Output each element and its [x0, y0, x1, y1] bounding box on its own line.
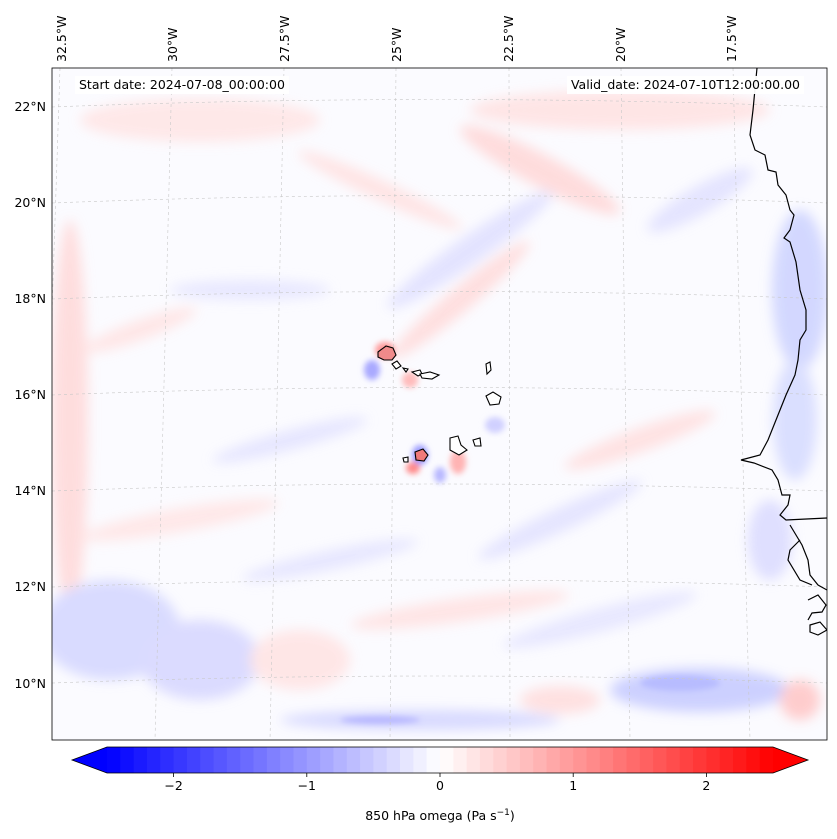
colorbar-cell — [266, 747, 281, 773]
colorbar-cell — [360, 747, 374, 773]
colorbar-cell — [493, 747, 508, 773]
colorbar-cell — [719, 747, 734, 773]
colorbar-cell — [733, 747, 747, 773]
colorbar-cell — [386, 747, 401, 773]
colorbar-cell — [626, 747, 641, 773]
colorbar-cell — [320, 747, 335, 773]
colorbar-cell — [746, 747, 761, 773]
lat-label-20n: 20°N — [14, 195, 46, 210]
valid-date-label: Valid_date: 2024-07-10T12:00:00.00 — [566, 76, 804, 94]
colorbar-cell — [706, 747, 721, 773]
latitude-labels: 22°N 20°N 18°N 16°N 14°N 12°N 10°N — [14, 99, 46, 691]
colorbar-cell — [759, 747, 774, 773]
colorbar-cell — [479, 747, 494, 773]
colorbar-cell — [453, 747, 468, 773]
colorbar-title-prefix: 850 hPa omega (Pa s — [365, 808, 497, 823]
colorbar-cell — [107, 747, 121, 773]
colorbar-title-suffix: ) — [509, 808, 515, 823]
colorbar-cell — [160, 747, 175, 773]
longitude-labels: 32.5°W 30°W 27.5°W 25°W 22.5°W 20°W 17.5… — [54, 16, 739, 62]
colorbar-tick-label: −1 — [298, 778, 316, 793]
lon-label-30w: 30°W — [165, 27, 180, 62]
colorbar-cell — [639, 747, 654, 773]
colorbar-tick-label: 0 — [436, 778, 444, 793]
colorbar-outline — [70, 746, 810, 774]
colorbar-title: 850 hPa omega (Pa s−1) — [0, 808, 837, 823]
colorbar-cell — [120, 747, 135, 773]
colorbar-cell — [253, 747, 268, 773]
colorbar-tick-label: −2 — [164, 778, 182, 793]
colorbar-cell — [413, 747, 428, 773]
colorbar: −2 −1 0 1 2 — [70, 746, 810, 793]
lat-label-12n: 12°N — [14, 579, 46, 594]
start-date-label: Start date: 2024-07-08_00:00:00 — [75, 76, 289, 94]
colorbar-cell — [200, 747, 215, 773]
colorbar-cell — [613, 747, 628, 773]
cape-verde-islands — [377, 345, 502, 463]
colorbar-cell — [213, 747, 228, 773]
colorbar-cell — [426, 747, 441, 773]
colorbar-cell — [559, 747, 574, 773]
colorbar-cell — [293, 747, 308, 773]
africa-coastline — [740, 68, 827, 636]
colorbar-title-exponent: −1 — [496, 808, 510, 818]
colorbar-extend-low — [72, 747, 107, 773]
lat-label-22n: 22°N — [14, 99, 46, 114]
colorbar-cell — [666, 747, 681, 773]
colorbar-cell — [586, 747, 601, 773]
colorbar-cell — [506, 747, 521, 773]
colorbar-ticks: −2 −1 0 1 2 — [164, 773, 710, 793]
lat-label-18n: 18°N — [14, 291, 46, 306]
colorbar-cell — [400, 747, 414, 773]
map-frame — [51, 67, 828, 741]
colorbar-cell — [226, 747, 241, 773]
colorbar-cells — [107, 747, 774, 773]
lat-label-10n: 10°N — [14, 676, 46, 691]
lon-label-20w: 20°W — [613, 27, 628, 62]
colorbar-cell — [373, 747, 388, 773]
colorbar-cell — [280, 747, 295, 773]
colorbar-cell — [333, 747, 348, 773]
colorbar-tick-label: 1 — [569, 778, 577, 793]
colorbar-cell — [146, 747, 161, 773]
lon-label-17-5w: 17.5°W — [724, 16, 739, 62]
colorbar-cell — [346, 747, 361, 773]
lon-label-32-5w: 32.5°W — [54, 16, 69, 62]
gridlines — [52, 68, 827, 740]
colorbar-extend-high — [773, 747, 808, 773]
lat-label-16n: 16°N — [14, 387, 46, 402]
colorbar-tick-label: 2 — [702, 778, 710, 793]
lon-label-25w: 25°W — [389, 27, 404, 62]
colorbar-cell — [240, 747, 255, 773]
colorbar-cell — [466, 747, 481, 773]
colorbar-cell — [693, 747, 707, 773]
colorbar-cell — [546, 747, 561, 773]
colorbar-cell — [519, 747, 534, 773]
colorbar-cell — [186, 747, 201, 773]
colorbar-cell — [573, 747, 588, 773]
lat-label-14n: 14°N — [14, 483, 46, 498]
colorbar-cell — [306, 747, 321, 773]
colorbar-cell — [533, 747, 548, 773]
colorbar-cell — [653, 747, 668, 773]
colorbar-cell — [133, 747, 148, 773]
colorbar-cell — [173, 747, 188, 773]
colorbar-cell — [440, 747, 454, 773]
lon-label-27-5w: 27.5°W — [277, 16, 292, 62]
lon-label-22-5w: 22.5°W — [501, 16, 516, 62]
colorbar-cell — [679, 747, 694, 773]
colorbar-cell — [599, 747, 614, 773]
